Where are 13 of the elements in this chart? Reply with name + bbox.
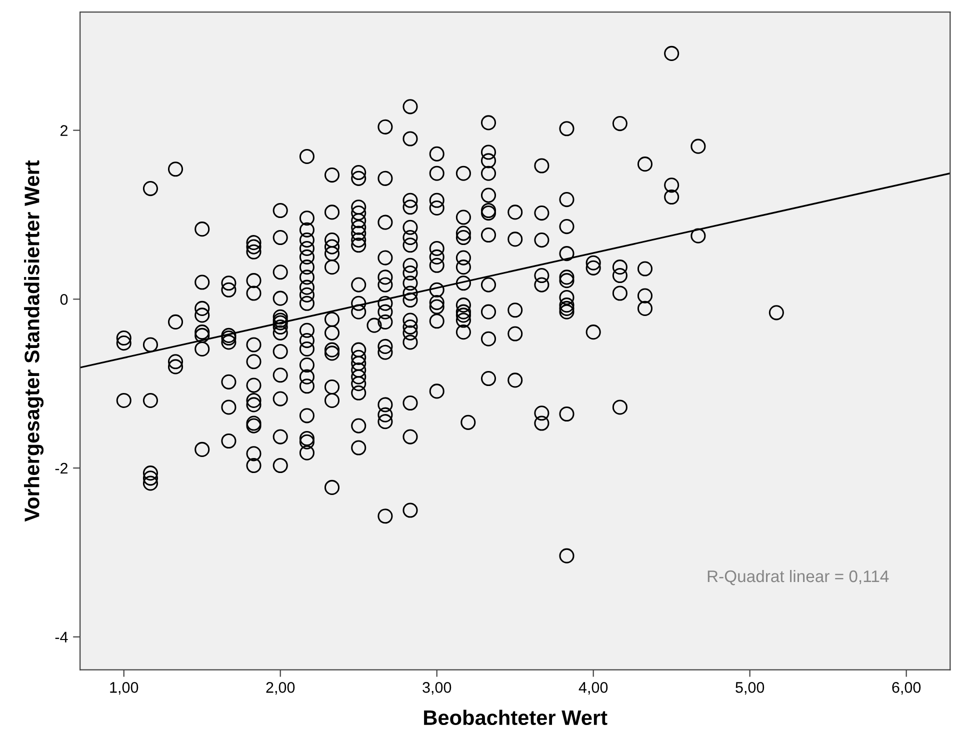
x-tick-label: 6,00 [892, 682, 921, 695]
annotation: R-Quadrat linear = 0,114 [708, 570, 889, 586]
x-tick-label: 1,00 [110, 682, 138, 695]
y-tick-label: -4 [55, 632, 68, 642]
x-tick-label: 2,00 [266, 682, 295, 695]
x-tick-label: 3,00 [422, 682, 452, 695]
y-tick-label: -2 [55, 462, 68, 474]
y-axis-title: Vorhergesagter Standadisierter Wert [24, 160, 44, 522]
y-tick-label: 2 [60, 125, 68, 136]
x-axis-title: Beobachteter Wert [424, 710, 608, 726]
x-tick-label: 5,00 [736, 682, 764, 695]
x-tick-label: 4,00 [578, 682, 608, 695]
y-tick-label: 0 [60, 294, 68, 305]
